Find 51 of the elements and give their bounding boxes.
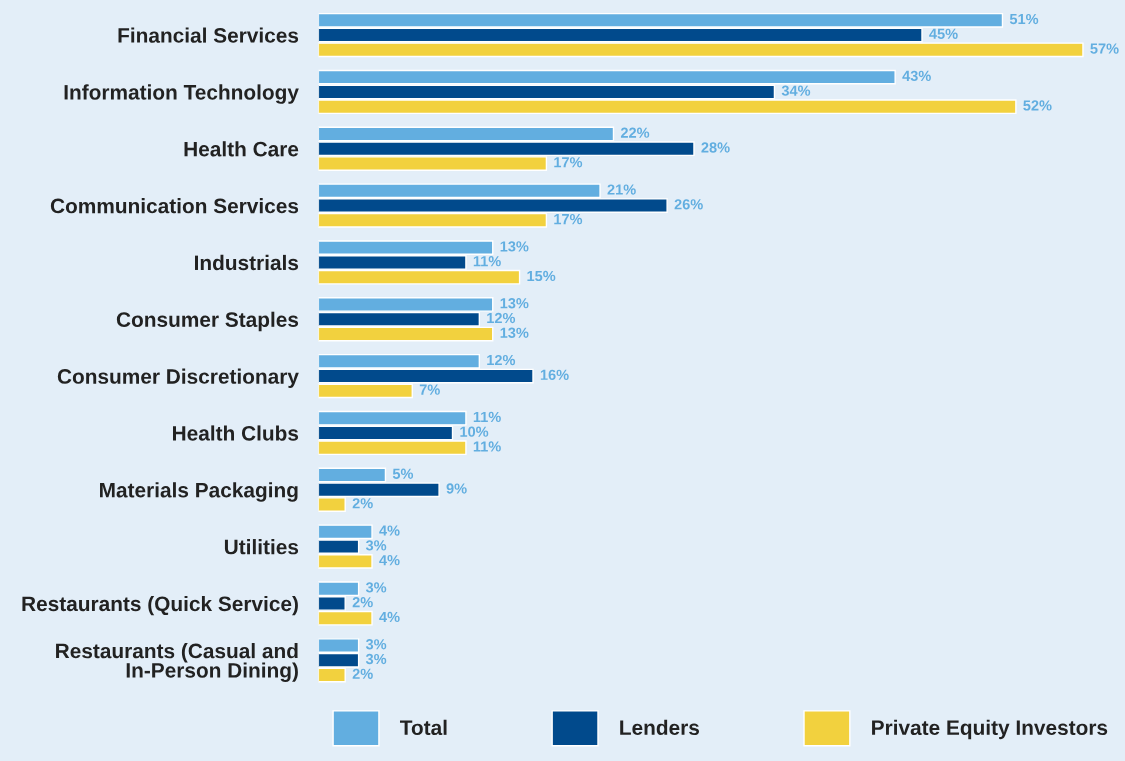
- data-label: 51%: [1009, 13, 1039, 25]
- data-label: 4%: [379, 611, 400, 623]
- y-tick-label: Financial Services: [118, 27, 299, 43]
- data-label: 15%: [527, 270, 556, 282]
- data-label: 4%: [379, 525, 400, 536]
- data-label: 2%: [352, 668, 373, 679]
- data-label: 11%: [473, 411, 501, 423]
- y-tick-label: Materials Packaging: [100, 482, 298, 502]
- y-tick-label: Health Care: [184, 141, 299, 157]
- data-label: 12%: [487, 312, 516, 324]
- y-tick-label: Restaurants (Casual and In-Person Dining): [56, 643, 298, 682]
- data-label: 17%: [554, 213, 583, 225]
- data-label: 3%: [365, 639, 387, 650]
- legend-label: Total: [399, 719, 447, 736]
- legend-label: Private Equity Investors: [872, 719, 1108, 740]
- y-tick-label: Communication Services: [50, 198, 299, 214]
- data-label: 10%: [460, 426, 489, 437]
- data-label: 45%: [929, 28, 958, 39]
- data-label: 11%: [473, 441, 501, 452]
- y-tick-label: Utilities: [224, 539, 299, 555]
- data-label: 5%: [392, 468, 414, 479]
- data-label: 3%: [365, 653, 387, 665]
- data-label: 3%: [365, 582, 387, 593]
- data-label: 7%: [419, 384, 440, 395]
- data-label: 52%: [1023, 100, 1052, 111]
- data-label: 34%: [781, 85, 811, 96]
- data-label: 21%: [607, 184, 636, 195]
- data-label: 2%: [352, 597, 373, 608]
- data-label: 16%: [540, 369, 569, 381]
- data-label: 4%: [379, 555, 400, 566]
- data-label: 13%: [500, 241, 529, 252]
- y-tick-label: Industrials: [194, 254, 299, 271]
- y-tick-label: Consumer Staples: [116, 311, 299, 332]
- data-label: 28%: [701, 142, 730, 153]
- y-tick-label: Restaurants (Quick Service): [22, 595, 298, 616]
- data-label: 11%: [473, 256, 501, 267]
- data-label: 43%: [902, 70, 931, 82]
- data-label: 26%: [674, 199, 703, 210]
- data-label: 12%: [487, 354, 516, 366]
- data-label: 13%: [500, 298, 529, 309]
- y-tick-label: Consumer Discretionary: [57, 368, 299, 388]
- legend-label: Lenders: [620, 719, 699, 736]
- data-label: 13%: [500, 327, 529, 338]
- y-tick-label: Health Clubs: [173, 425, 299, 441]
- data-label: 22%: [620, 127, 650, 138]
- y-tick-label: Information Technology: [64, 84, 299, 104]
- data-label: 57%: [1090, 43, 1119, 54]
- data-label: 2%: [352, 498, 373, 509]
- data-label: 9%: [446, 483, 467, 494]
- data-label: 3%: [365, 540, 387, 551]
- data-label: 17%: [554, 157, 583, 168]
